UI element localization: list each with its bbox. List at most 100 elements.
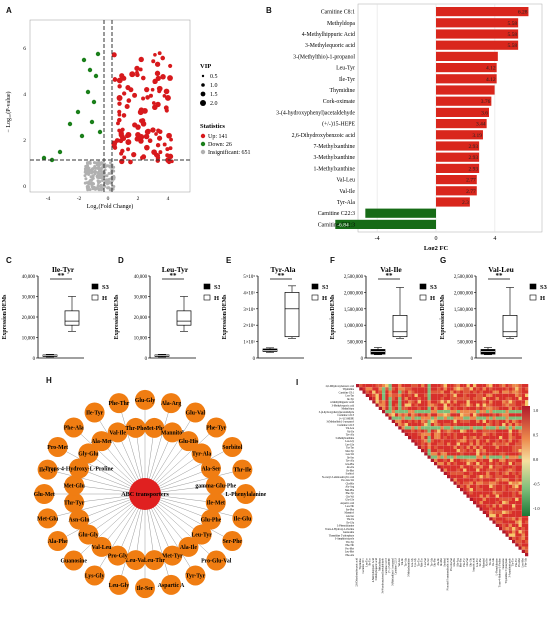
up-point: [165, 147, 170, 152]
network-node: [63, 550, 84, 571]
heatmap-cell: [518, 400, 522, 404]
heatmap-cell: [427, 432, 431, 436]
network-node-label: L-Phenylalanine: [225, 492, 266, 498]
heatmap-cell: [508, 397, 512, 401]
heatmap-col-label: Glu-Val: [466, 558, 469, 566]
network-node-label: Mannitol: [161, 430, 184, 436]
insig-point: [96, 179, 100, 183]
heatmap-row-label: Ile-Met: [346, 469, 354, 472]
heatmap-cell: [489, 413, 493, 417]
heatmap-cell: [469, 458, 473, 462]
heatmap-cell: [521, 523, 525, 527]
heatmap-cell: [508, 465, 512, 469]
boxplot-ytick: 0: [253, 357, 256, 362]
heatmap-cell: [437, 429, 441, 433]
network-node-label: Pro-Glu-Val: [201, 559, 232, 565]
heatmap-cell: [408, 397, 412, 401]
panel-label-h: H: [46, 376, 52, 385]
heatmap-cell: [408, 429, 412, 433]
heatmap-cell: [476, 445, 480, 449]
heatmap-cell: [515, 455, 519, 459]
heatmap-cell: [369, 390, 373, 394]
heatmap-col-label: Met-Tyr: [421, 558, 424, 567]
heatmap-cell: [476, 403, 480, 407]
bar-category-label: Methyldopa: [327, 21, 355, 27]
up-point: [144, 86, 150, 93]
heatmap-cell: [482, 488, 486, 492]
abc-transporter-network: Glu-GlyMet-PheAla-ArgMannitolGlu-ValGlu-…: [34, 389, 267, 599]
heatmap-cell: [388, 397, 392, 401]
heatmap-cell: [473, 442, 477, 446]
up-point: [167, 75, 173, 81]
heatmap-cell: [440, 449, 444, 453]
heatmap-cell: [401, 403, 405, 407]
heatmap-cell: [499, 481, 503, 485]
heatmap-cell: [476, 497, 480, 501]
heatmap-cell: [391, 400, 395, 404]
heatmap-cell: [515, 426, 519, 430]
heatmap-cell: [469, 475, 473, 479]
heatmap-cell: [495, 410, 499, 414]
bar: [436, 197, 470, 207]
legend-up-text: Up: 141: [208, 134, 228, 140]
heatmap-cell: [466, 465, 470, 469]
heatmap-cell: [489, 471, 493, 475]
heatmap-cell: [499, 471, 503, 475]
heatmap-cell: [443, 465, 447, 469]
heatmap-cell: [495, 471, 499, 475]
heatmap-cell: [525, 403, 529, 407]
heatmap-cell: [512, 397, 516, 401]
network-node-label: Ile-Ser: [137, 586, 154, 592]
heatmap-cell: [495, 442, 499, 446]
heatmap-cell: [502, 465, 506, 469]
heatmap-cell: [401, 387, 405, 391]
heatmap-cell: [525, 384, 529, 388]
heatmap-cell: [489, 517, 493, 521]
heatmap-cell: [495, 419, 499, 423]
up-point: [145, 134, 150, 139]
heatmap-cell: [378, 393, 382, 397]
heatmap-cell: [447, 465, 451, 469]
heatmap-cell: [476, 390, 480, 394]
boxplot-ytick: 20,000: [22, 316, 36, 321]
heatmap-col-label: Pro-Met: [518, 558, 521, 567]
heatmap-cell: [434, 413, 438, 417]
heatmap-cell: [476, 501, 480, 505]
heatmap-cell: [518, 410, 522, 414]
heatmap-cell: [434, 406, 438, 410]
down-point: [67, 121, 73, 127]
heatmap-col-label: Leu-Met: [521, 558, 524, 567]
heatmap-cell: [495, 504, 499, 508]
heatmap-cell: [362, 390, 366, 394]
heatmap-cell: [515, 432, 519, 436]
heatmap-cell: [505, 423, 509, 427]
network-edge: [57, 493, 146, 542]
heatmap-cell: [515, 488, 519, 492]
heatmap-cell: [375, 390, 379, 394]
heatmap-cell: [482, 471, 486, 475]
legend-s3-swatch: [203, 283, 211, 290]
heatmap-cell: [492, 504, 496, 508]
heatmap-cell: [479, 452, 483, 456]
heatmap-cell: [518, 527, 522, 531]
heatmap-cell: [499, 514, 503, 518]
heatmap-cell: [456, 465, 460, 469]
bar-value-label: 5.58: [508, 43, 518, 49]
heatmap-cell: [486, 423, 490, 427]
heatmap-cell: [453, 455, 457, 459]
heatmap-cell: [489, 423, 493, 427]
heatmap-cell: [453, 397, 457, 401]
heatmap-cell: [479, 442, 483, 446]
heatmap-cell: [430, 432, 434, 436]
insig-point: [101, 179, 105, 183]
heatmap-cell: [388, 393, 392, 397]
heatmap-cell: [518, 458, 522, 462]
heatmap-cell: [437, 403, 441, 407]
down-point: [93, 73, 99, 79]
heatmap-cell: [518, 543, 522, 547]
bar-value-label: 4.12: [486, 77, 496, 83]
heatmap-cell: [434, 387, 438, 391]
heatmap-cell: [453, 403, 457, 407]
heatmap-cell: [505, 465, 509, 469]
heatmap-cell: [385, 406, 389, 410]
